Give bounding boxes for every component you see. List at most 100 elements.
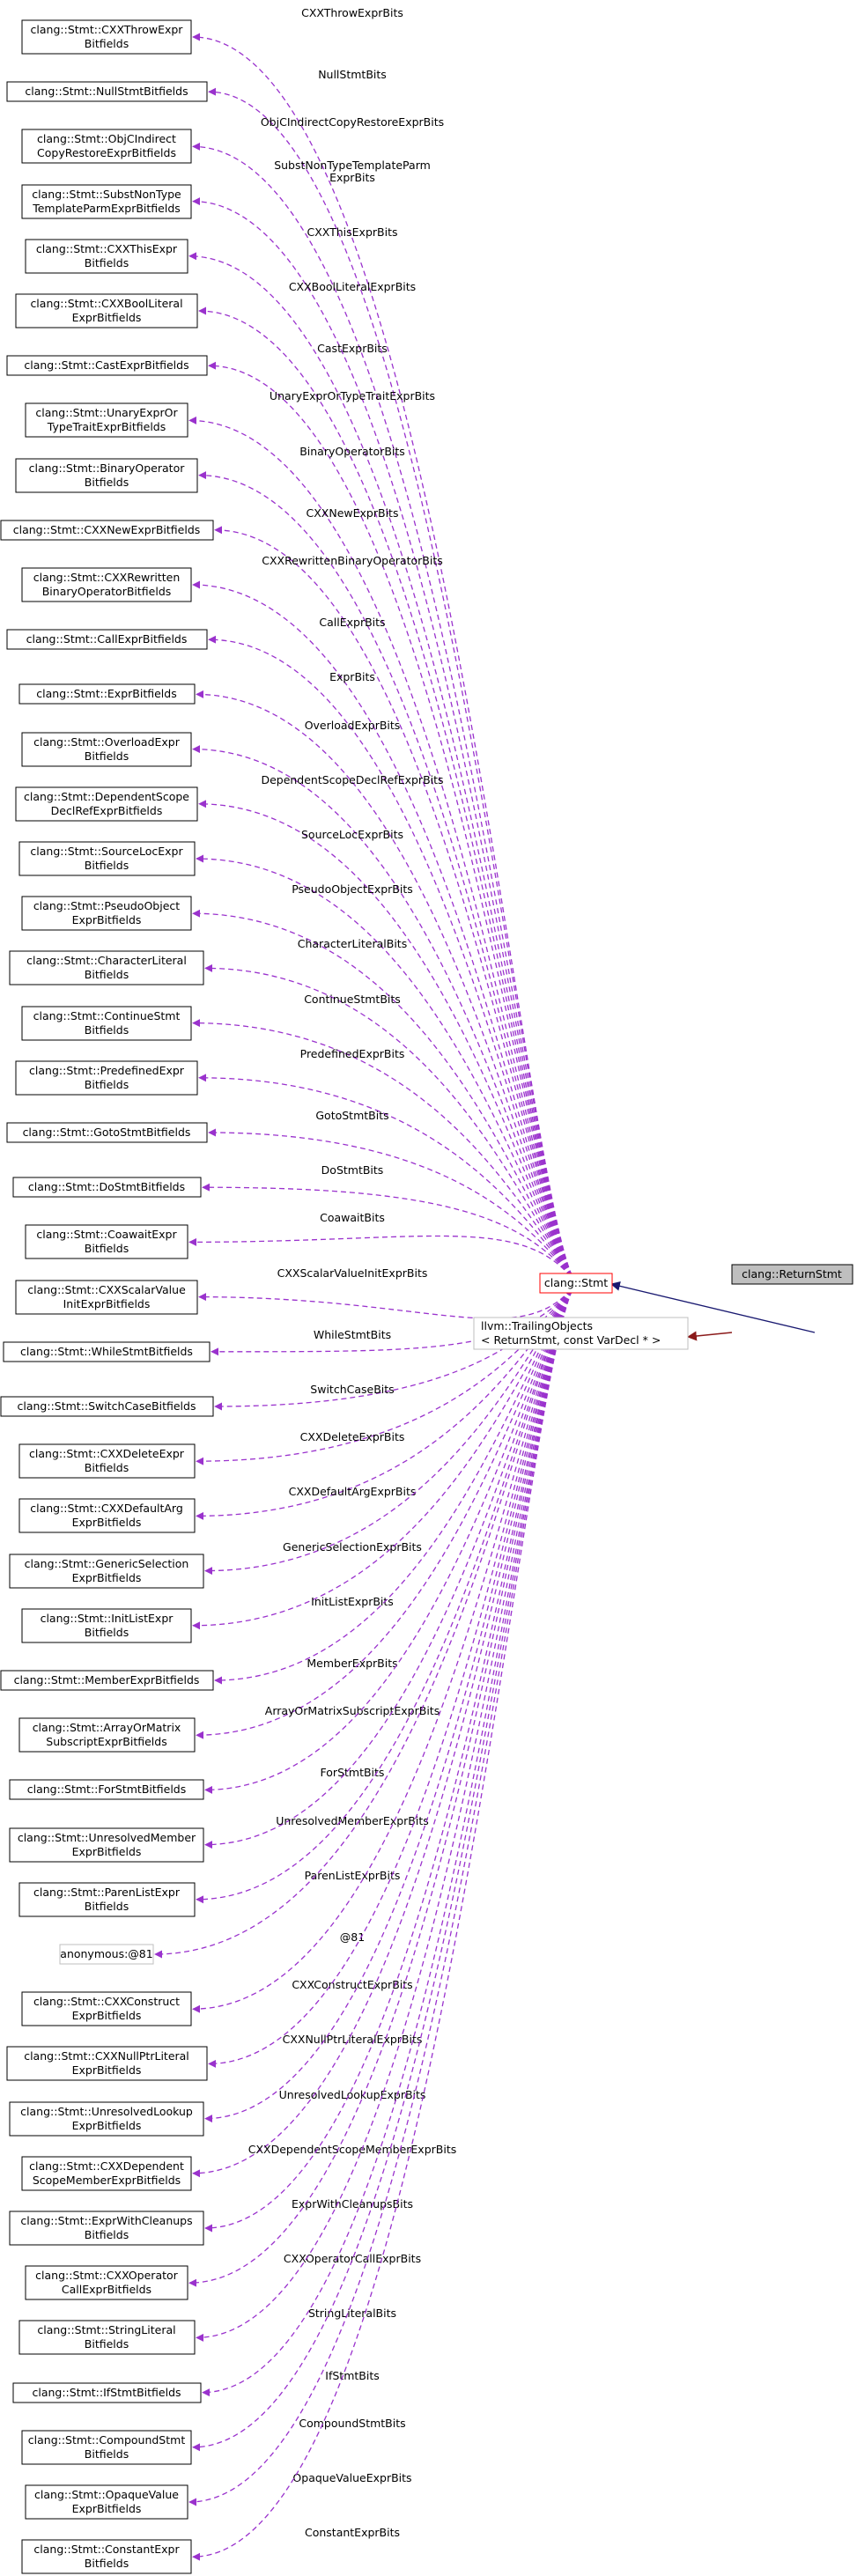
edge-unresolvedlookupexprbits: UnresolvedLookupExprBits [204,1282,577,2123]
return-stmt-node[interactable]: clang::ReturnStmt [731,1264,853,1285]
edge-label: CXXScalarValueInitExprBits [277,1266,428,1280]
node-cxxrewrittenbinaryoperatorbits[interactable]: clang::Stmt::CXXRewrittenBinaryOperatorB… [21,567,192,602]
edge-label: CXXDependentScopeMemberExprBits [248,2143,457,2156]
trailing-objects-line-2: < ReturnStmt, const VarDecl * > [481,1333,661,1347]
node-label: Bitfields [85,1461,129,1474]
node-memberexprbits[interactable]: clang::Stmt::MemberExprBitfields [0,1670,214,1691]
edge-dependentscopedeclrefexprbits: DependentScopeDeclRefExprBits [198,773,577,1284]
node-label: clang::Stmt::UnaryExprOr [35,406,178,419]
edge-switchcasebits: SwitchCaseBits [214,1282,577,1411]
node-label: SubscriptExprBitfields [46,1735,166,1748]
edge-label: CXXOperatorCallExprBits [284,2252,421,2265]
edge-dostmtbits: DoStmtBits [202,1163,577,1284]
node-label: Bitfields [85,2557,129,2570]
node-label: CopyRestoreExprBitfields [37,146,176,159]
edge-cxxrewrittenbinaryoperatorbits: CXXRewrittenBinaryOperatorBits [192,554,577,1284]
node-label: ExprBitfields [72,1571,142,1584]
node-cxxscalarvalueinitexprbits[interactable]: clang::Stmt::CXXScalarValueInitExprBitfi… [15,1280,198,1315]
node-arrayormatrixsubscriptexprbits[interactable]: clang::Stmt::ArrayOrMatrixSubscriptExprB… [18,1717,196,1753]
node-cxxnullptrliteralexprbits[interactable]: clang::Stmt::CXXNullPtrLiteralExprBitfie… [6,2046,208,2081]
node-dostmtbits[interactable]: clang::Stmt::DoStmtBitfields [12,1177,202,1198]
node-cxxdependentscopememberexprbits[interactable]: clang::Stmt::CXXDependentScopeMemberExpr… [21,2156,192,2191]
inheritance-edge-stmt [610,1281,816,1333]
edge-cxxdeleteexprbits: CXXDeleteExprBits [196,1282,577,1465]
edge-label: CharacterLiteralBits [298,937,407,950]
node-unresolvedmemberexprbits[interactable]: clang::Stmt::UnresolvedMemberExprBitfiel… [9,1827,204,1863]
node-callexprbits[interactable]: clang::Stmt::CallExprBitfields [6,629,208,650]
edge-label: ParenListExprBits [305,1869,401,1882]
member-edges: CXXThrowExprBits NullStmtBits ObjCIndirect… [154,6,577,2561]
trailing-objects-node[interactable]: llvm::TrailingObjects < ReturnStmt, cons… [473,1317,689,1350]
node-label: clang::Stmt::ContinueStmt [33,1009,181,1022]
edge-label: CallExprBits [319,616,385,629]
node-label: clang::Stmt::PredefinedExpr [29,1064,185,1077]
edge-binaryoperatorbits: BinaryOperatorBits [198,445,577,1284]
node-cxxoperatorcallexprbits[interactable]: clang::Stmt::CXXOperatorCallExprBitfield… [25,2265,188,2300]
node-label: ExprBitfields [72,913,142,926]
edge-label: StringLiteralBits [308,2307,396,2320]
node-unaryexprortypetraitexprbits[interactable]: clang::Stmt::UnaryExprOrTypeTraitExprBit… [25,402,188,438]
node-forstmtbits[interactable]: clang::Stmt::ForStmtBitfields [9,1779,204,1800]
node-label: clang::Stmt::CharacterLiteral [26,954,187,967]
stmt-node-label: clang::Stmt [544,1276,608,1289]
node-exprbits[interactable]: clang::Stmt::ExprBitfields [18,683,196,705]
node-label: Bitfields [85,859,129,872]
node-ifstmtbits[interactable]: clang::Stmt::IfStmtBitfields [12,2382,202,2403]
node-81[interactable]: anonymous:@81 [59,1944,154,1965]
node-label: clang::Stmt::UnresolvedMember [18,1831,196,1844]
node-switchcasebits[interactable]: clang::Stmt::SwitchCaseBitfields [0,1396,214,1417]
node-nullstmtbits[interactable]: clang::Stmt::NullStmtBitfields [6,81,208,102]
node-label: clang::Stmt::SwitchCaseBitfields [18,1399,196,1413]
node-label: clang::Stmt::CoawaitExpr [36,1228,177,1241]
node-label: clang::Stmt::WhileStmtBitfields [20,1345,193,1358]
node-objcindirectcopyrestoreexprbits[interactable]: clang::Stmt::ObjCIndirectCopyRestoreExpr… [21,129,192,164]
node-castexprbits[interactable]: clang::Stmt::CastExprBitfields [6,355,208,376]
edge-label: PredefinedExprBits [300,1047,405,1060]
edge-cxxscalarvalueinitexprbits: CXXScalarValueInitExprBits [198,1266,577,1319]
node-label: ExprBitfields [72,2119,142,2132]
stmt-node[interactable]: clang::Stmt [539,1273,613,1294]
edge-whilestmtbits: WhileStmtBits [211,1282,577,1356]
node-label: clang::Stmt::DependentScope [24,790,189,803]
edge-label: GotoStmtBits [315,1109,388,1122]
edge-compoundstmtbits: CompoundStmtBits [192,1282,577,2452]
node-cxxnewexprbits[interactable]: clang::Stmt::CXXNewExprBitfields [0,520,214,541]
node-label: Bitfields [85,1023,129,1037]
node-label: clang::Stmt::CXXNullPtrLiteral [24,2049,189,2063]
node-label: clang::Stmt::SubstNonType [32,188,181,201]
node-genericselectionexprbits[interactable]: clang::Stmt::GenericSelectionExprBitfiel… [9,1554,204,1589]
inheritance-arrow-trailing-objects [686,1331,733,1341]
edge-parenlistexprbits: ParenListExprBits [196,1282,577,1904]
node-unresolvedlookupexprbits[interactable]: clang::Stmt::UnresolvedLookupExprBitfiel… [9,2101,204,2137]
node-label: DeclRefExprBitfields [51,804,163,817]
edge-label: CXXConstructExprBits [292,1978,412,1991]
bitfield-nodes: clang::Stmt::CXXThrowExprBitfieldsclang:… [0,19,214,2574]
node-dependentscopedeclrefexprbits[interactable]: clang::Stmt::DependentScopeDeclRefExprBi… [15,786,198,822]
node-gotostmtbits[interactable]: clang::Stmt::GotoStmtBitfields [6,1122,208,1143]
node-whilestmtbits[interactable]: clang::Stmt::WhileStmtBitfields [3,1341,211,1362]
edge-label: SwitchCaseBits [310,1383,394,1396]
edge-label: NullStmtBits [318,68,387,81]
node-substnontypetemplateparmexprbits[interactable]: clang::Stmt::SubstNonTypeTemplateParmExp… [21,184,192,219]
node-binaryoperatorbits[interactable]: clang::Stmt::BinaryOperatorBitfields [15,458,198,493]
